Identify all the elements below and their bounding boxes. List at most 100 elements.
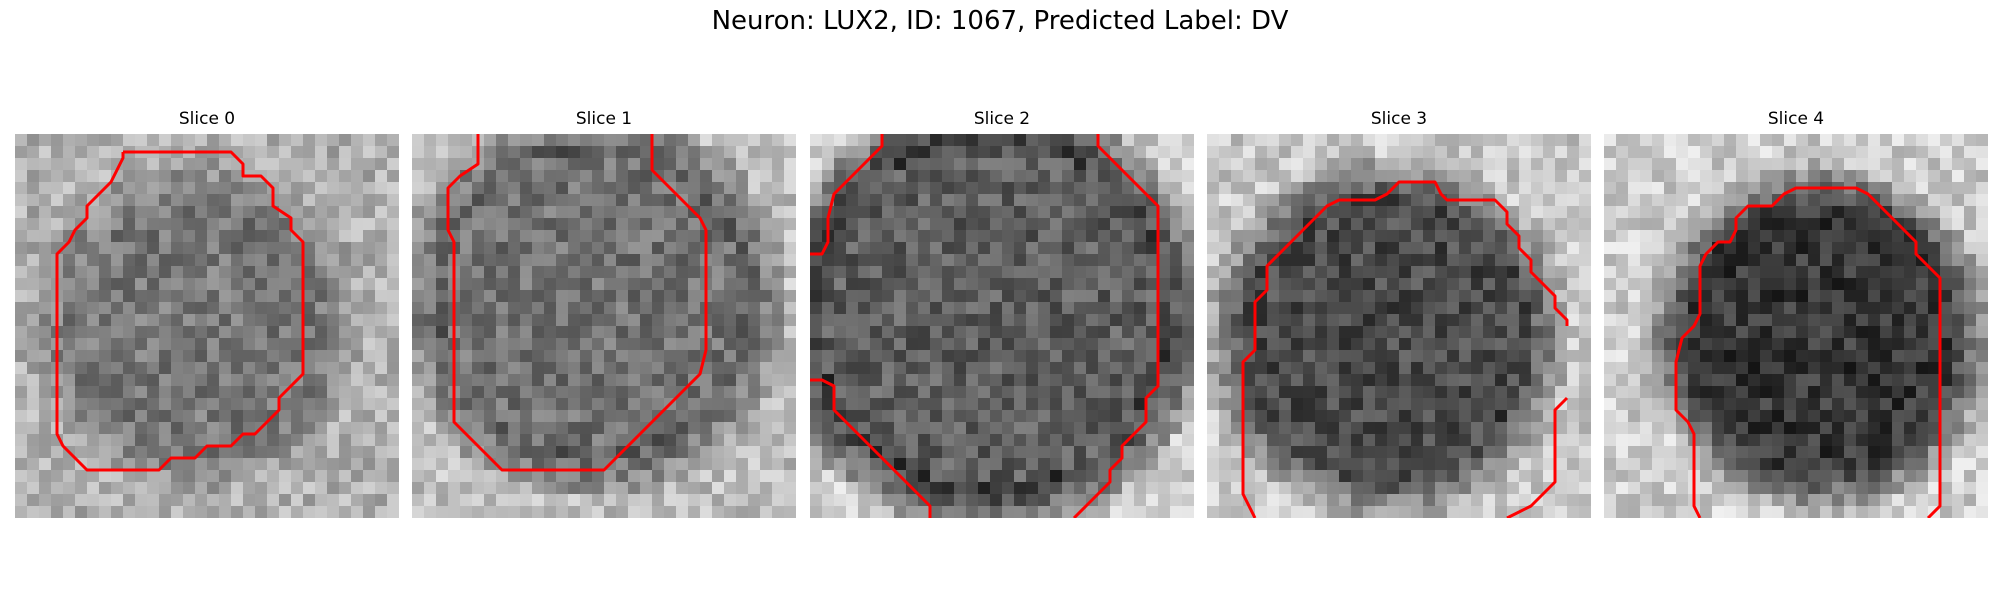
pixel [954,254,966,266]
pixel [1604,338,1616,350]
pixel [231,374,243,386]
pixel [1435,146,1447,158]
pixel [990,506,1002,518]
pixel [1207,230,1219,242]
pixel [1808,170,1820,182]
pixel [1207,326,1219,338]
pixel [291,290,303,302]
pixel [1435,158,1447,170]
pixel [1808,206,1820,218]
pixel [1567,134,1579,146]
pixel [1158,338,1170,350]
pixel [1303,410,1315,422]
pixel [724,326,736,338]
pixel [1531,374,1543,386]
pixel [472,398,484,410]
pixel [243,506,255,518]
pixel [748,194,760,206]
pixel [460,338,472,350]
pixel [27,422,39,434]
pixel [760,338,772,350]
pixel [1459,266,1471,278]
pixel [918,194,930,206]
pixel [1327,350,1339,362]
pixel [508,182,520,194]
pixel [834,350,846,362]
pixel [1579,482,1591,494]
pixel [1303,506,1315,518]
pixel [1628,146,1640,158]
pixel [1495,326,1507,338]
pixel [918,506,930,518]
pixel [63,458,75,470]
pixel [1604,302,1616,314]
pixel [1880,230,1892,242]
pixel [1507,482,1519,494]
pixel [1567,302,1579,314]
pixel [1291,290,1303,302]
pixel [544,218,556,230]
pixel [870,230,882,242]
pixel [387,290,399,302]
pixel [1411,410,1423,422]
pixel [1700,194,1712,206]
pixel [1339,482,1351,494]
pixel [1964,410,1976,422]
pixel [628,134,640,146]
pixel [63,410,75,422]
pixel [1255,422,1267,434]
pixel [954,470,966,482]
pixel [472,410,484,422]
pixel [327,362,339,374]
pixel [1375,458,1387,470]
pixel [436,206,448,218]
pixel [1664,254,1676,266]
pixel [846,374,858,386]
pixel [700,170,712,182]
pixel [1182,362,1194,374]
pixel [15,146,27,158]
pixel [1435,398,1447,410]
pixel [387,158,399,170]
pixel [1014,422,1026,434]
pixel [1964,290,1976,302]
pixel [1964,302,1976,314]
pixel [1158,458,1170,470]
pixel [1086,338,1098,350]
pixel [508,230,520,242]
pixel [810,350,822,362]
pixel [1315,374,1327,386]
pixel [147,326,159,338]
pixel [1964,218,1976,230]
pixel [1303,230,1315,242]
pixel [652,314,664,326]
pixel [520,470,532,482]
pixel [1255,326,1267,338]
pixel [1219,494,1231,506]
pixel [1483,506,1495,518]
pixel [1555,146,1567,158]
pixel [195,326,207,338]
pixel [1447,434,1459,446]
pixel [1062,242,1074,254]
pixel [532,470,544,482]
pixel [1652,434,1664,446]
pixel [688,410,700,422]
pixel [664,458,676,470]
pixel [243,266,255,278]
pixel [1628,326,1640,338]
pixel [810,362,822,374]
pixel [1399,170,1411,182]
pixel [688,254,700,266]
pixel [472,194,484,206]
pixel [15,458,27,470]
pixel [942,302,954,314]
pixel [1327,422,1339,434]
pixel [1495,494,1507,506]
pixel [990,218,1002,230]
pixel [1760,326,1772,338]
pixel [1495,182,1507,194]
pixel [700,434,712,446]
pixel [990,302,1002,314]
pixel [219,254,231,266]
